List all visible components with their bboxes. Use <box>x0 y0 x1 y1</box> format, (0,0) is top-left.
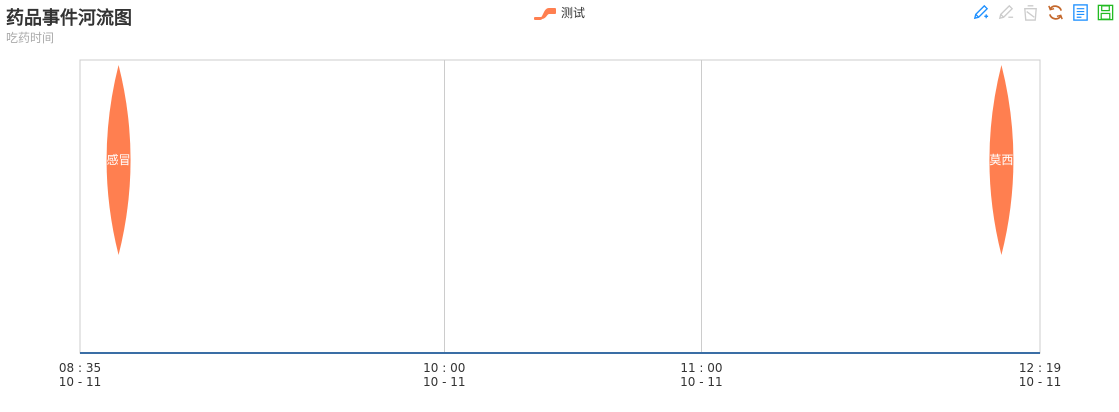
x-tick-label-time: 11 : 00 <box>680 361 722 375</box>
mark-icon[interactable] <box>971 3 990 22</box>
x-tick-label-date: 10 - 11 <box>1019 375 1062 389</box>
event-stream-label: 感冒 <box>107 152 131 167</box>
x-tick-label-time: 12 : 19 <box>1019 361 1061 375</box>
x-tick-label-date: 10 - 11 <box>59 375 102 389</box>
x-tick-label-time: 08 : 35 <box>59 361 101 375</box>
plot-area <box>79 59 1041 354</box>
save-as-image-icon[interactable] <box>1096 3 1115 22</box>
event-stream-label: 莫西 <box>989 153 1013 167</box>
x-tick-label-time: 10 : 00 <box>423 361 465 375</box>
toolbox <box>971 3 1115 22</box>
chart-title: 药品事件河流图 <box>6 8 132 29</box>
legend-item-test[interactable]: 测试 <box>534 4 585 21</box>
data-view-icon[interactable] <box>1071 3 1090 22</box>
restore-icon[interactable] <box>1046 3 1065 22</box>
x-tick-label-date: 10 - 11 <box>680 375 723 389</box>
legend-stream-icon <box>534 7 556 20</box>
event-stream-shape <box>106 65 131 255</box>
x-tick-label-date: 10 - 11 <box>423 375 466 389</box>
legend-label: 测试 <box>561 6 586 20</box>
mark-clear-icon[interactable] <box>1021 3 1040 22</box>
mark-undo-icon[interactable] <box>996 3 1015 22</box>
chart-subtitle: 吃药时间 <box>6 31 55 45</box>
event-stream-shape <box>989 65 1014 255</box>
